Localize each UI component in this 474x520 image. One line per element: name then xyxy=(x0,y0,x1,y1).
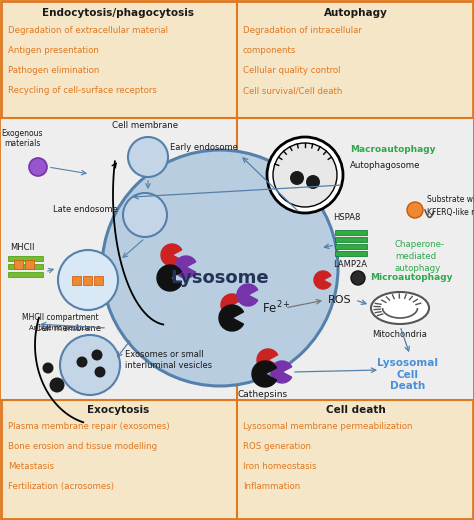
Text: Microautophagy: Microautophagy xyxy=(370,274,453,282)
Text: Antigenic peptide: Antigenic peptide xyxy=(29,325,91,331)
Polygon shape xyxy=(252,361,276,387)
Circle shape xyxy=(91,349,102,360)
Text: Antigen presentation: Antigen presentation xyxy=(8,46,99,55)
Text: Early endosome: Early endosome xyxy=(170,144,238,152)
Bar xyxy=(8,256,43,261)
Circle shape xyxy=(267,137,343,213)
Bar xyxy=(14,260,23,269)
Bar xyxy=(335,251,367,256)
Polygon shape xyxy=(219,305,244,331)
Text: Cathepsins: Cathepsins xyxy=(238,390,288,399)
Text: components: components xyxy=(243,46,296,55)
Text: Chaperone-: Chaperone- xyxy=(395,240,445,249)
Circle shape xyxy=(351,271,365,285)
Text: Exogenous
materials: Exogenous materials xyxy=(1,128,43,148)
Circle shape xyxy=(306,175,320,189)
Bar xyxy=(72,276,81,285)
Text: Metastasis: Metastasis xyxy=(8,462,54,471)
Text: ROS generation: ROS generation xyxy=(243,442,311,451)
Text: LAMP2A: LAMP2A xyxy=(333,260,367,269)
Text: Degradation of intracellular: Degradation of intracellular xyxy=(243,26,362,35)
Text: Autophagy: Autophagy xyxy=(324,8,387,18)
Bar xyxy=(94,276,103,285)
Text: Cell survival/Cell death: Cell survival/Cell death xyxy=(243,86,342,95)
Bar xyxy=(25,260,34,269)
Text: Cellular quality control: Cellular quality control xyxy=(243,66,340,75)
Text: Cell membrane: Cell membrane xyxy=(112,121,178,130)
Text: Late endosome: Late endosome xyxy=(53,205,118,214)
Text: Pathogen elimination: Pathogen elimination xyxy=(8,66,100,75)
Text: KFERQ-like motif: KFERQ-like motif xyxy=(427,207,474,216)
Circle shape xyxy=(76,357,88,368)
Bar xyxy=(335,237,367,242)
Polygon shape xyxy=(161,244,182,266)
Text: autophagy: autophagy xyxy=(395,264,441,273)
Text: Degradation of extracellular material: Degradation of extracellular material xyxy=(8,26,168,35)
Text: Inflammation: Inflammation xyxy=(243,482,300,491)
Polygon shape xyxy=(157,265,182,291)
Circle shape xyxy=(128,137,168,177)
Circle shape xyxy=(102,150,338,386)
Text: MHCII: MHCII xyxy=(10,243,35,253)
Text: Macroautophagy: Macroautophagy xyxy=(350,146,436,154)
Text: ROS: ROS xyxy=(328,295,352,305)
Bar xyxy=(335,230,367,235)
Text: Substrate with: Substrate with xyxy=(427,196,474,204)
Circle shape xyxy=(273,143,337,207)
Text: MHCII compartment: MHCII compartment xyxy=(22,313,98,322)
Bar xyxy=(8,264,43,269)
Circle shape xyxy=(123,193,167,237)
Text: Plasma membrane repair (exosomes): Plasma membrane repair (exosomes) xyxy=(8,422,170,431)
Bar xyxy=(8,272,43,277)
Circle shape xyxy=(94,367,106,378)
Text: Fe$^{2+}$: Fe$^{2+}$ xyxy=(262,300,291,316)
Circle shape xyxy=(407,202,423,218)
Text: Cell membrane: Cell membrane xyxy=(35,324,101,333)
Text: Lysosomal
Cell
Death: Lysosomal Cell Death xyxy=(377,358,438,391)
Text: mediated: mediated xyxy=(395,252,436,261)
Bar xyxy=(83,276,92,285)
Text: Mitochondria: Mitochondria xyxy=(373,330,428,339)
Text: Lysosomal membrane permeabilization: Lysosomal membrane permeabilization xyxy=(243,422,412,431)
Text: Lysosome: Lysosome xyxy=(171,269,269,287)
Text: Bone erosion and tissue modelling: Bone erosion and tissue modelling xyxy=(8,442,157,451)
Circle shape xyxy=(58,250,118,310)
Circle shape xyxy=(29,158,47,176)
Circle shape xyxy=(43,362,54,373)
Polygon shape xyxy=(175,256,196,278)
Text: Fertilization (acrosomes): Fertilization (acrosomes) xyxy=(8,482,114,491)
Bar xyxy=(335,244,367,249)
Polygon shape xyxy=(257,349,278,371)
Text: Recycling of cell-surface receptors: Recycling of cell-surface receptors xyxy=(8,86,157,95)
Text: Endocytosis/phagocytosis: Endocytosis/phagocytosis xyxy=(43,8,194,18)
Text: Cell death: Cell death xyxy=(326,405,385,415)
Polygon shape xyxy=(221,294,242,316)
Circle shape xyxy=(290,171,304,185)
Circle shape xyxy=(60,335,120,395)
Polygon shape xyxy=(271,361,292,383)
Bar xyxy=(1,118,473,400)
Polygon shape xyxy=(314,271,331,289)
Polygon shape xyxy=(237,284,258,306)
Text: Autophagosome: Autophagosome xyxy=(350,162,420,171)
Text: HSPA8: HSPA8 xyxy=(333,213,360,222)
Text: Iron homeostasis: Iron homeostasis xyxy=(243,462,317,471)
Circle shape xyxy=(49,378,64,393)
Ellipse shape xyxy=(371,292,429,324)
Text: Exosomes or small
interluminal vesicles: Exosomes or small interluminal vesicles xyxy=(125,350,212,370)
Text: Exocytosis: Exocytosis xyxy=(87,405,150,415)
